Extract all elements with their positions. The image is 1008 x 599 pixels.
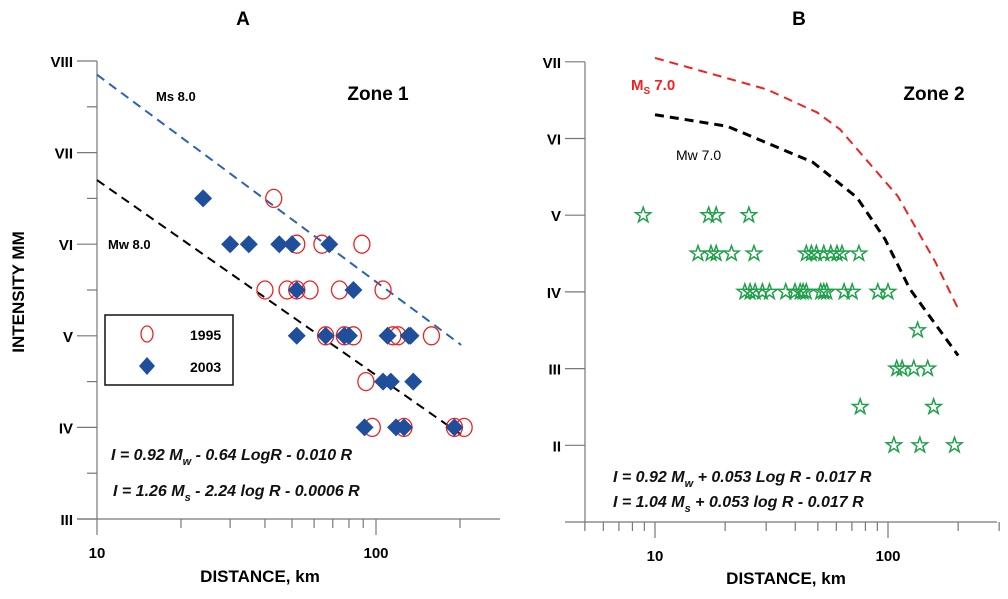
data-point-star <box>701 243 721 262</box>
attenuation-curve <box>654 57 960 310</box>
legend-box <box>104 314 234 386</box>
data-point-2003 <box>339 326 358 345</box>
attenuation-curve <box>96 179 462 436</box>
data-point-star <box>850 396 870 416</box>
data-point-2003 <box>283 235 302 254</box>
legend-marker-2003 <box>139 357 155 375</box>
legend-marker-1995 <box>140 325 154 343</box>
equation-a-2: I = 1.26 Ms - 2.24 log R - 0.0006 R <box>113 483 360 504</box>
data-point-star <box>706 204 726 224</box>
panel-b-zone-label: Zone 2 <box>903 84 964 105</box>
data-point-star <box>744 243 764 262</box>
data-point-2003 <box>194 189 213 208</box>
data-point-star <box>706 243 727 262</box>
y-tick-label: V <box>63 329 73 346</box>
y-tick-label: III <box>60 512 73 529</box>
data-point-star <box>884 435 904 454</box>
data-point-star <box>878 281 898 301</box>
line-label-mw-8: Mw 8.0 <box>108 237 151 252</box>
equation-b-1: I = 0.92 Mw + 0.053 Log R - 0.017 R <box>613 469 872 490</box>
line-label-ms-8: Ms 8.0 <box>156 89 196 104</box>
data-point-star <box>944 434 965 454</box>
data-point-star <box>886 358 907 377</box>
data-point-2003 <box>355 418 374 437</box>
data-point-1995 <box>422 326 441 346</box>
data-point-star <box>832 243 852 262</box>
data-point-star <box>633 204 653 224</box>
legend: 1995 2003 <box>104 314 234 386</box>
data-point-2003 <box>239 235 258 254</box>
y-tick-label: VII <box>543 55 561 72</box>
y-tick-label: II <box>553 438 561 455</box>
data-point-star <box>739 204 759 224</box>
y-axis-title: INTENSITY MM <box>9 231 28 353</box>
panel-a-zone-label: Zone 1 <box>347 84 409 105</box>
x-tick-label: 100 <box>363 545 388 562</box>
data-point-2003 <box>378 326 397 345</box>
panel-a-label: A <box>236 9 250 30</box>
line-label-mw-7: Mw 7.0 <box>676 147 721 163</box>
series-2003 <box>194 189 464 437</box>
data-point-2003 <box>270 235 289 254</box>
data-point-star <box>904 358 924 377</box>
y-tick-label: IV <box>59 420 73 437</box>
y-tick-label: V <box>551 208 561 225</box>
panel-b-label: B <box>792 9 806 30</box>
equation-a-1: I = 0.92 Mw - 0.64 LogR - 0.010 R <box>111 447 353 468</box>
data-point-2003 <box>287 326 306 345</box>
y-tick-label: III <box>548 362 561 379</box>
y-tick-label: VI <box>547 132 561 149</box>
data-point-star <box>923 396 944 416</box>
data-point-star <box>910 434 930 454</box>
line-label-ms-7: MS 7.0 <box>631 77 675 97</box>
legend-label-2003: 2003 <box>190 359 221 375</box>
data-point-2003 <box>445 418 464 437</box>
data-point-2003 <box>401 326 420 345</box>
x-tick-label: 100 <box>875 548 900 565</box>
equation-b-2: I = 1.04 Ms + 0.053 log R - 0.017 R <box>613 494 864 515</box>
data-point-2003 <box>344 281 363 299</box>
data-point-star <box>907 320 928 339</box>
panel-a-x-axis-title: DISTANCE, km <box>200 567 320 586</box>
data-point-star <box>688 243 708 262</box>
panel-a-axes: 10 100 VIII VII VI V IV III <box>50 54 500 562</box>
x-tick-label: 10 <box>89 545 106 562</box>
data-point-2003 <box>316 326 335 345</box>
attenuation-curve <box>96 73 462 346</box>
data-point-star <box>827 243 847 262</box>
data-point-star <box>721 243 742 262</box>
y-tick-label: VII <box>55 146 73 163</box>
data-point-star <box>759 281 780 301</box>
series-open-star <box>633 204 965 454</box>
data-point-star <box>817 281 837 301</box>
data-point-2003 <box>221 235 240 254</box>
y-tick-label: IV <box>547 285 561 302</box>
data-point-1995 <box>256 280 274 300</box>
data-point-star <box>842 281 862 301</box>
legend-label-1995: 1995 <box>190 327 221 343</box>
panel-b: B Zone 2 DISTANCE, km MS 7.0 Mw 7.0 I = … <box>543 9 1000 588</box>
data-point-2003 <box>320 235 339 254</box>
data-point-1995 <box>357 371 375 392</box>
panel-a: A Zone 1 DISTANCE, km Ms 8.0 Mw 8.0 I = … <box>50 9 500 586</box>
data-point-star <box>849 243 869 262</box>
series-1995 <box>256 188 473 438</box>
data-point-2003 <box>287 281 306 299</box>
panel-b-x-axis-title: DISTANCE, km <box>726 569 846 588</box>
data-point-1995 <box>353 234 371 254</box>
data-point-2003 <box>404 372 423 391</box>
y-tick-label: VIII <box>50 54 73 71</box>
x-tick-label: 10 <box>647 548 664 565</box>
data-point-star <box>917 358 938 377</box>
data-point-2003 <box>395 418 414 437</box>
data-point-1995 <box>374 280 392 300</box>
data-point-2003 <box>381 372 400 391</box>
y-tick-label: VI <box>59 237 73 254</box>
data-point-1995 <box>265 188 283 209</box>
